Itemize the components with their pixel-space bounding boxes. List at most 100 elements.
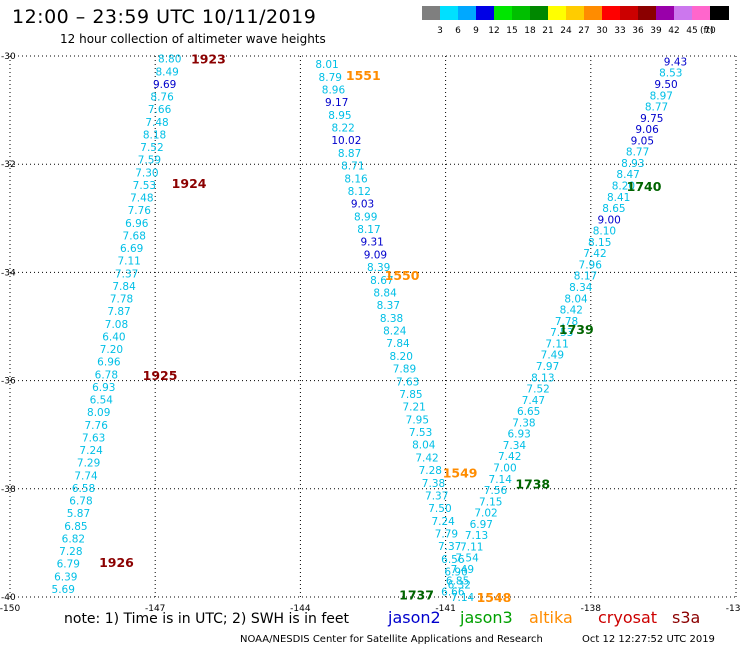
swh-value: 7.24	[79, 445, 103, 457]
swh-value: 9.31	[360, 237, 383, 249]
lat-lon-grid	[9, 55, 737, 598]
lon-tick-label: -147	[145, 604, 165, 614]
swh-value: 8.93	[621, 158, 644, 170]
swh-value: 6.39	[54, 571, 77, 583]
swh-value: 7.15	[479, 496, 502, 508]
scale-swatch	[692, 6, 711, 20]
swh-value: 9.75	[640, 113, 663, 125]
swh-value: 8.65	[602, 203, 625, 215]
swh-value: 6.85	[446, 575, 469, 587]
lon-tick-label: -138	[581, 604, 602, 614]
swh-value: 7.66	[148, 104, 172, 116]
time-label: 1550	[385, 268, 420, 283]
swh-value: 9.69	[153, 79, 176, 91]
swh-value: 9.00	[597, 214, 620, 226]
swh-value: 7.11	[117, 256, 140, 268]
swh-value: 8.17	[574, 271, 597, 283]
swh-value: 7.78	[110, 294, 133, 306]
lon-tick-label: -141	[435, 604, 455, 614]
swh-value: 7.97	[536, 361, 559, 373]
satellite-label-jason3: jason3	[460, 608, 513, 627]
swh-value: 8.39	[367, 262, 390, 274]
time-label: 1923	[191, 52, 226, 67]
lat-tick-label: -34	[1, 268, 16, 278]
swh-value: 7.74	[74, 470, 98, 482]
swh-value: 8.04	[412, 440, 436, 452]
swh-value: 8.22	[331, 123, 354, 135]
scale-label: 3	[437, 26, 443, 36]
swh-value: 9.17	[325, 97, 348, 109]
satellite-label-altika: altika	[529, 608, 573, 627]
satellite-label-jason2: jason2	[388, 608, 441, 627]
scale-swatch	[530, 6, 549, 20]
swh-value: 6.54	[90, 395, 114, 407]
swh-value: 8.87	[338, 148, 361, 160]
swh-value: 8.47	[616, 169, 639, 181]
swh-value: 8.80	[158, 54, 181, 66]
satellite-label-cryosat: cryosat	[598, 608, 658, 627]
units-note: note: 1) Time is in UTC; 2) SWH is in fe…	[64, 611, 350, 627]
scale-label: 24	[560, 26, 572, 36]
swh-value: 7.63	[82, 432, 105, 444]
swh-value: 6.93	[92, 382, 115, 394]
swh-value: 7.34	[503, 440, 527, 452]
swh-value: 7.52	[140, 142, 163, 154]
scale-swatch	[584, 6, 603, 20]
swh-value: 7.37	[438, 541, 461, 553]
scale-swatch	[548, 6, 567, 20]
satellite-tracks: 8.808.499.698.767.667.488.187.527.597.30…	[52, 52, 688, 605]
scale-label: 6	[455, 26, 461, 36]
swh-value: 7.42	[415, 452, 438, 464]
swh-value: 6.82	[62, 533, 85, 545]
swh-value: 8.10	[593, 226, 616, 238]
swh-value: 7.28	[419, 465, 442, 477]
swh-value: 7.38	[512, 417, 535, 429]
swh-value: 8.34	[569, 282, 593, 294]
time-label: 1924	[172, 176, 207, 191]
axis-tick-labels: -150 -147 -144 -141 -138 -135 -30 -32 -34 -36 -38 -…	[0, 52, 740, 614]
scale-label: 18	[524, 26, 536, 36]
swh-value: 6.79	[57, 559, 80, 571]
swh-value: 6.58	[72, 483, 95, 495]
scale-swatch	[440, 6, 459, 20]
swh-value: 7.08	[105, 319, 128, 331]
swh-value: 8.77	[645, 102, 668, 114]
swh-value: 6.85	[64, 521, 87, 533]
swh-value: 8.15	[588, 237, 611, 249]
swh-value: 7.11	[460, 541, 483, 553]
swh-value: 7.42	[583, 248, 606, 260]
swh-value: 8.76	[150, 92, 174, 104]
swh-value: 6.66	[441, 587, 465, 599]
swh-value: 7.84	[112, 281, 136, 293]
track-altika: 8.018.798.969.178.958.2210.028.878.718.1…	[315, 59, 511, 605]
swh-value: 8.67	[370, 275, 393, 287]
swh-value: 7.56	[484, 485, 508, 497]
swh-value: 7.47	[522, 395, 545, 407]
swh-value: 7.49	[451, 564, 474, 576]
swh-value: 6.78	[69, 496, 92, 508]
lat-tick-label: -36	[1, 377, 16, 387]
swh-value: 8.53	[659, 68, 682, 80]
swh-value: 7.14	[489, 474, 513, 486]
swh-value: 9.03	[351, 199, 374, 211]
swh-value: 7.00	[493, 463, 516, 475]
lat-tick-label: -38	[1, 485, 16, 495]
swh-value: 8.99	[354, 211, 377, 223]
lat-tick-label: -40	[1, 593, 16, 603]
scale-label: 33	[614, 26, 626, 36]
swh-value: 7.53	[409, 427, 432, 439]
swh-value: 7.21	[402, 402, 425, 414]
swh-value: 8.71	[341, 161, 364, 173]
scale-swatch	[458, 6, 477, 20]
time-label: 1740	[627, 179, 662, 194]
time-label: 1738	[515, 476, 550, 491]
scale-label: 45	[686, 26, 698, 36]
swh-value: 7.53	[133, 180, 156, 192]
swh-value: 7.54	[455, 553, 479, 565]
swh-value: 7.38	[422, 478, 445, 490]
track-jason3: 9.438.539.508.978.779.759.069.058.778.93…	[399, 56, 687, 602]
time-label: 1548	[477, 590, 512, 605]
swh-value: 8.84	[373, 287, 397, 299]
swh-value: 8.20	[612, 180, 635, 192]
